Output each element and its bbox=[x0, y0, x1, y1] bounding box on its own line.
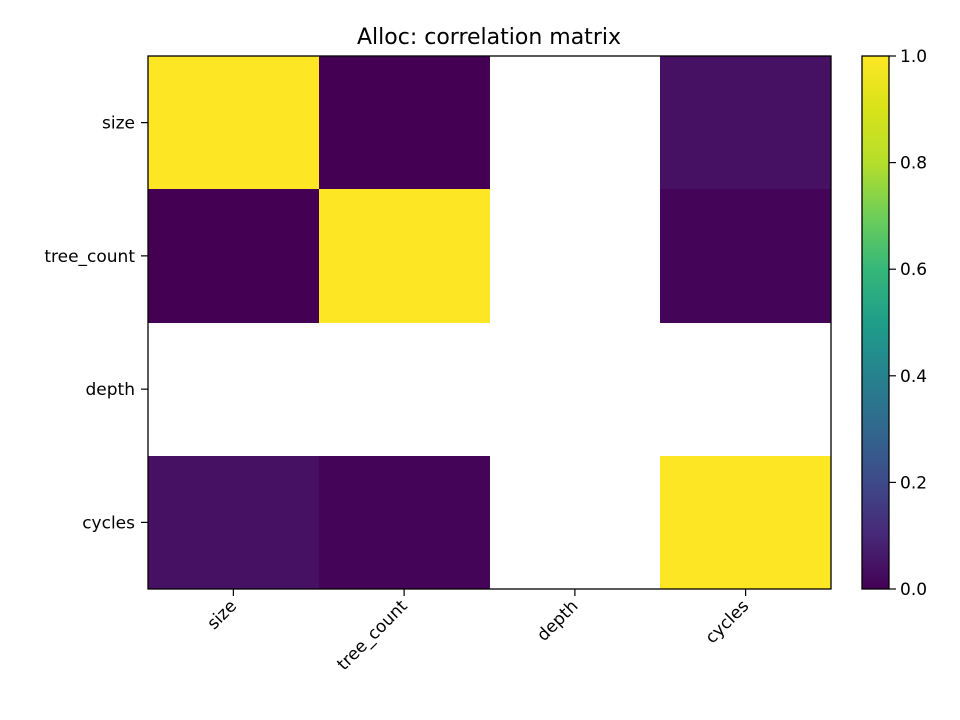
heatmap-cell-cycles-cycles bbox=[660, 456, 831, 589]
y-tick-label: size bbox=[102, 114, 135, 134]
colorbar-gradient bbox=[862, 56, 889, 589]
x-tick-label: tree_count bbox=[333, 596, 411, 674]
heatmap-cell-depth-depth bbox=[490, 323, 660, 456]
heatmap-cell-size-cycles bbox=[660, 56, 831, 189]
x-tick-label: cycles bbox=[702, 596, 754, 648]
heatmap-cell-tree_count-cycles bbox=[660, 189, 831, 323]
heatmap-cell-depth-cycles bbox=[660, 323, 831, 456]
heatmap-cell-cycles-depth bbox=[490, 456, 660, 589]
colorbar-tick-label: 0.0 bbox=[900, 580, 927, 600]
x-tick-label: depth bbox=[533, 596, 582, 645]
x-axis: size tree_count depth cycles bbox=[203, 589, 753, 675]
y-tick-label: depth bbox=[86, 380, 135, 400]
colorbar: 0.0 0.2 0.4 0.6 0.8 1.0 bbox=[861, 47, 927, 600]
heatmap-cells bbox=[148, 56, 831, 589]
heatmap-cell-depth-size bbox=[148, 323, 319, 456]
colorbar-tick-label: 1.0 bbox=[900, 47, 927, 67]
heatmap-cell-tree_count-size bbox=[148, 189, 319, 323]
heatmap-cell-cycles-tree_count bbox=[319, 456, 490, 589]
x-tick-label: size bbox=[203, 596, 240, 633]
colorbar-tick-label: 0.6 bbox=[900, 260, 927, 280]
heatmap-cell-size-tree_count bbox=[319, 56, 490, 189]
heatmap-cell-tree_count-depth bbox=[490, 189, 660, 323]
y-tick-label: tree_count bbox=[44, 247, 135, 267]
heatmap-cell-size-size bbox=[148, 56, 319, 189]
heatmap-cell-size-depth bbox=[490, 56, 660, 189]
plot-frame bbox=[147, 55, 832, 590]
colorbar-tick-label: 0.8 bbox=[900, 154, 927, 174]
colorbar-ticks: 0.0 0.2 0.4 0.6 0.8 1.0 bbox=[889, 47, 927, 600]
colorbar-tick-label: 0.4 bbox=[900, 367, 927, 387]
chart-title: Alloc: correlation matrix bbox=[357, 25, 621, 50]
heatmap-cell-depth-tree_count bbox=[319, 323, 490, 456]
colorbar-tick-label: 0.2 bbox=[900, 473, 927, 493]
colorbar-frame bbox=[861, 55, 890, 590]
heatmap-cell-cycles-size bbox=[148, 456, 319, 589]
heatmap-cell-tree_count-tree_count bbox=[319, 189, 490, 323]
y-tick-label: cycles bbox=[82, 513, 135, 533]
